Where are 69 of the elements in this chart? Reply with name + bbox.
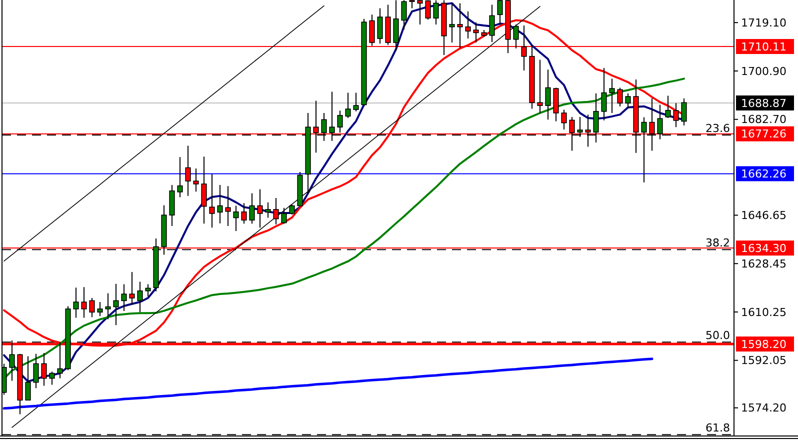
- y-tick-label: 1574.20: [741, 402, 786, 415]
- annotation: 61.8: [706, 422, 730, 435]
- candlestick: [129, 271, 135, 306]
- ref-line-label: 1662.26: [741, 168, 786, 181]
- y-tick-label: 1628.45: [741, 257, 786, 270]
- candlestick: [417, 0, 423, 25]
- candlestick: [673, 102, 679, 128]
- y-tick-label: 1592.05: [741, 354, 786, 368]
- candlestick: [97, 302, 103, 317]
- line-series: [2, 358, 654, 410]
- y-tick-label: 1610.25: [741, 306, 786, 319]
- candlestick: [353, 92, 359, 112]
- candlestick: [617, 87, 623, 107]
- candlestick: [537, 59, 543, 114]
- candlestick: [185, 145, 191, 196]
- candlestick: [233, 205, 239, 232]
- candlestick: [465, 10, 471, 40]
- candlestick: [449, 2, 455, 44]
- candlestick: [201, 156, 207, 224]
- candlestick: [265, 202, 271, 218]
- candlestick: [241, 202, 247, 224]
- y-tick-label: 1682.70: [741, 113, 786, 126]
- candlestick: [473, 22, 479, 44]
- candlestick: [81, 286, 87, 318]
- candlestick: [121, 284, 127, 312]
- y-tick-label: 1646.65: [741, 209, 786, 222]
- candlestick: [217, 184, 223, 224]
- candlestick: [393, 0, 399, 52]
- annotation: 23.6: [706, 122, 730, 136]
- candlestick: [497, 0, 503, 25]
- candlestick: [249, 192, 255, 224]
- candlestick: [401, 0, 407, 30]
- candlestick: [137, 281, 143, 313]
- candlestick: [193, 168, 199, 192]
- candlestick: [113, 283, 119, 326]
- candlestick: [89, 298, 95, 318]
- candlestick: [625, 92, 631, 109]
- ref-line-label: 1634.30: [741, 242, 786, 255]
- y-tick-label: 1700.90: [741, 64, 786, 78]
- candlestick: [377, 8, 383, 44]
- ref-line-label: 1710.11: [741, 40, 786, 54]
- candlestick: [561, 109, 567, 130]
- annotation: 50.0: [706, 329, 730, 342]
- candlestick: [257, 188, 263, 228]
- candlestick: [345, 92, 351, 119]
- candlestick: [145, 284, 151, 297]
- candlestick: [209, 174, 215, 228]
- ref-line-label: 1598.20: [741, 338, 786, 351]
- candlestick: [273, 198, 279, 225]
- candlestick: [49, 371, 55, 386]
- candlestick: [289, 204, 295, 216]
- candlestick: [73, 287, 79, 318]
- candlestick: [425, 0, 431, 20]
- candlestick: [105, 292, 111, 320]
- candlestick: [225, 186, 231, 226]
- annotation: 38.2: [706, 236, 730, 250]
- y-tick-label: 1719.10: [741, 16, 786, 30]
- candlestick: [513, 24, 519, 49]
- ref-line-label: 1677.26: [741, 128, 786, 141]
- candlestick: [681, 98, 687, 126]
- ref-line-label: 1688.87: [741, 96, 786, 110]
- candlestick: [641, 116, 647, 183]
- candlestick: [489, 4, 495, 43]
- candlestick: [177, 156, 183, 198]
- candlestick: [281, 207, 287, 224]
- candlestick: [337, 110, 343, 134]
- candlestick: [665, 95, 671, 119]
- candlestick: [433, 0, 439, 25]
- candlestick: [41, 352, 47, 386]
